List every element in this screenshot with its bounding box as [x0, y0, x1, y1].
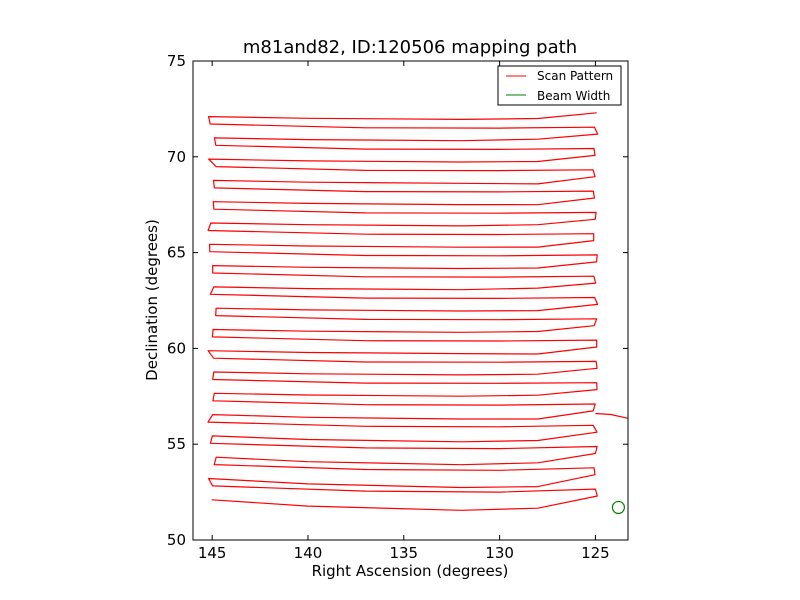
- legend: Scan Pattern Beam Width: [497, 65, 622, 106]
- beam-width-circle: [611, 500, 626, 515]
- x-tick-label: 135: [389, 544, 418, 562]
- y-tick-label: 60: [167, 339, 186, 357]
- legend-label-scan-pattern: Scan Pattern: [537, 69, 613, 83]
- x-tick-label: 125: [581, 544, 610, 562]
- plot-area: [192, 60, 629, 541]
- beam-width-series: [611, 500, 626, 515]
- scan-pattern-series: [207, 112, 629, 511]
- y-axis-tick-labels: 50 55 60 65 70 75: [167, 52, 186, 549]
- y-tick-label: 65: [167, 244, 186, 262]
- scan-pattern-line: [207, 112, 599, 511]
- x-tick-label: 145: [198, 544, 227, 562]
- x-axis-label: Right Ascension (degrees): [312, 562, 509, 580]
- y-tick-label: 55: [167, 435, 186, 453]
- axis-ticks: [193, 60, 628, 541]
- y-tick-label: 50: [167, 531, 186, 549]
- y-tick-label: 70: [167, 148, 186, 166]
- legend-label-beam-width: Beam Width: [537, 89, 610, 103]
- plot-frame: [192, 60, 629, 541]
- legend-box: [497, 65, 622, 106]
- scan-pattern-tail: [595, 412, 629, 419]
- y-axis-label: Declination (degrees): [143, 219, 161, 381]
- x-tick-label: 140: [294, 544, 323, 562]
- x-axis-tick-labels: 145 140 135 130 125: [198, 544, 610, 562]
- y-tick-label: 75: [167, 52, 186, 70]
- chart-title: m81and82, ID:120506 mapping path: [243, 37, 577, 58]
- x-tick-label: 130: [485, 544, 514, 562]
